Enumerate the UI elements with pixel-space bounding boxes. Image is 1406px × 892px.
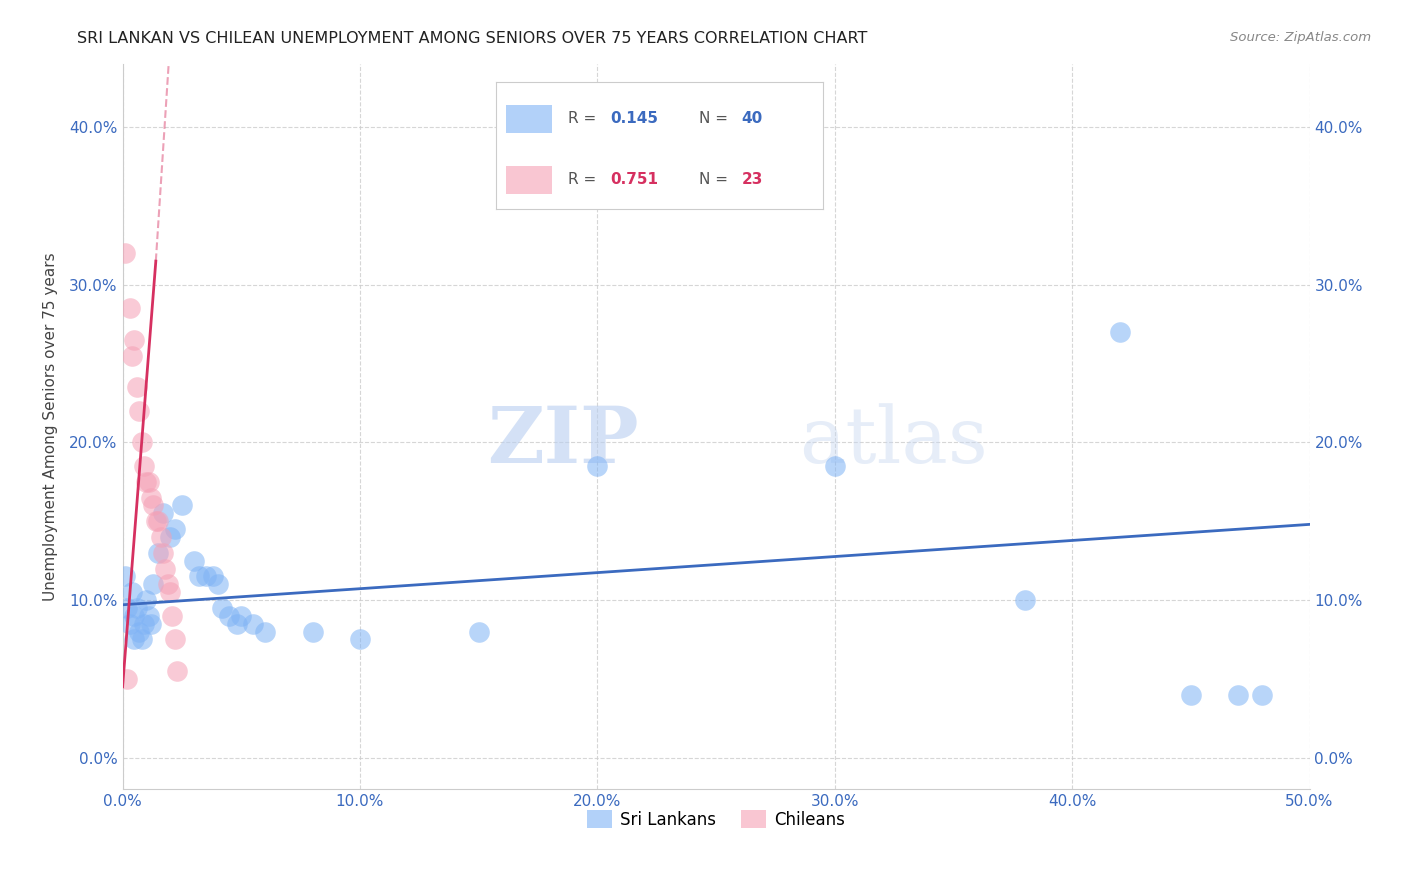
Point	[301, 624, 323, 639]
Point	[467, 624, 489, 639]
Y-axis label: Unemployment Among Seniors over 75 years: Unemployment Among Seniors over 75 years	[44, 252, 58, 601]
Point	[156, 577, 179, 591]
Point	[139, 616, 162, 631]
Point	[142, 577, 165, 591]
Point	[183, 554, 205, 568]
Point	[135, 475, 157, 489]
Point	[170, 499, 193, 513]
Point	[114, 569, 136, 583]
Point	[163, 522, 186, 536]
Point	[253, 624, 276, 639]
Point	[139, 491, 162, 505]
Point	[152, 506, 174, 520]
Point	[142, 499, 165, 513]
Point	[148, 514, 170, 528]
Point	[131, 435, 153, 450]
Point	[145, 514, 167, 528]
Point	[1180, 688, 1202, 702]
Point	[121, 585, 143, 599]
Point	[132, 458, 155, 473]
Point	[132, 616, 155, 631]
Point	[1227, 688, 1250, 702]
Point	[149, 530, 172, 544]
Text: atlas: atlas	[799, 403, 988, 479]
Point	[114, 246, 136, 260]
Point	[225, 616, 247, 631]
Point	[1251, 688, 1274, 702]
Point	[207, 577, 229, 591]
Point	[155, 561, 177, 575]
Point	[117, 672, 139, 686]
Point	[162, 608, 184, 623]
Point	[201, 569, 224, 583]
Point	[138, 475, 160, 489]
Point	[152, 546, 174, 560]
Point	[124, 632, 146, 647]
Text: Source: ZipAtlas.com: Source: ZipAtlas.com	[1230, 31, 1371, 45]
Text: SRI LANKAN VS CHILEAN UNEMPLOYMENT AMONG SENIORS OVER 75 YEARS CORRELATION CHART: SRI LANKAN VS CHILEAN UNEMPLOYMENT AMONG…	[77, 31, 868, 46]
Point	[124, 333, 146, 347]
Point	[231, 608, 253, 623]
Point	[128, 404, 150, 418]
Point	[1108, 325, 1130, 339]
Point	[118, 616, 141, 631]
Point	[125, 601, 148, 615]
Point	[121, 349, 143, 363]
Point	[159, 530, 181, 544]
Point	[159, 585, 181, 599]
Point	[163, 632, 186, 647]
Point	[586, 458, 609, 473]
Point	[242, 616, 264, 631]
Point	[131, 632, 153, 647]
Point	[349, 632, 371, 647]
Point	[824, 458, 846, 473]
Text: ZIP: ZIP	[488, 403, 638, 479]
Point	[125, 380, 148, 394]
Point	[138, 608, 160, 623]
Point	[166, 664, 188, 678]
Point	[148, 546, 170, 560]
Point	[218, 608, 240, 623]
Point	[117, 601, 139, 615]
Point	[1014, 593, 1036, 607]
Point	[128, 624, 150, 639]
Point	[135, 593, 157, 607]
Point	[187, 569, 209, 583]
Point	[194, 569, 217, 583]
Point	[211, 601, 233, 615]
Point	[118, 301, 141, 316]
Legend: Sri Lankans, Chileans: Sri Lankans, Chileans	[581, 804, 852, 835]
Point	[124, 608, 146, 623]
